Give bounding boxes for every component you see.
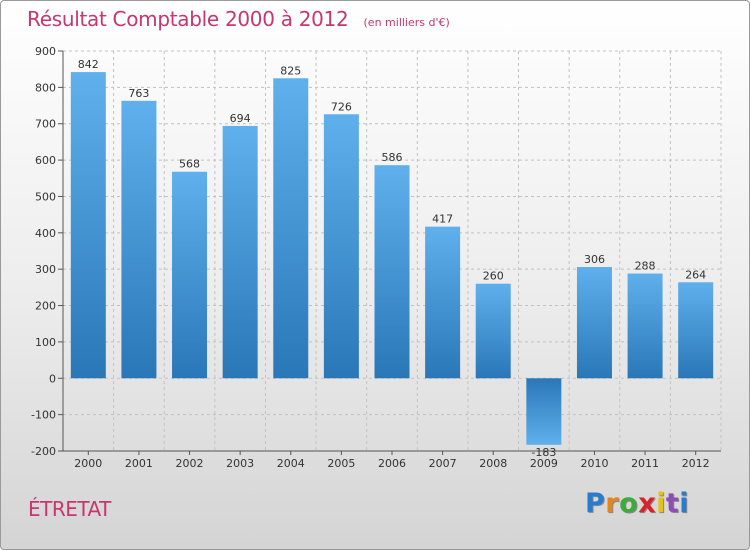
y-tick-label: -100: [31, 409, 56, 422]
data-label-2002: 568: [179, 158, 200, 171]
y-tick-label: 0: [49, 372, 56, 385]
data-label-2012: 264: [685, 268, 706, 281]
chart-subtitle: (en milliers d'€): [363, 16, 450, 29]
x-tick-label: 2006: [378, 457, 406, 470]
data-label-2001: 763: [128, 87, 149, 100]
bar-2006: [374, 165, 410, 379]
logo-letter: i: [679, 488, 690, 519]
y-tick-label: 800: [35, 81, 56, 94]
data-label-2003: 694: [230, 112, 251, 125]
bar-2010: [576, 267, 612, 379]
data-label-2000: 842: [78, 58, 99, 71]
bar-layer: [70, 72, 714, 445]
logo-letter: o: [619, 488, 639, 519]
data-label-2004: 825: [280, 64, 301, 77]
x-tick-label: 2001: [125, 457, 153, 470]
x-tick-label: 2002: [176, 457, 204, 470]
data-label-2006: 586: [382, 151, 403, 164]
y-tick-label: 300: [35, 263, 56, 276]
data-label-2010: 306: [584, 253, 605, 266]
logo-letter: t: [665, 488, 680, 519]
logo-letter: x: [638, 488, 657, 519]
chart-title: Résultat Comptable 2000 à 2012: [27, 7, 349, 31]
bar-2004: [273, 78, 309, 379]
logo-letter: i: [656, 488, 666, 519]
bar-2007: [425, 226, 461, 379]
label-layer: 842 763 568 694 825 726 586 417 260 -183 306 288 264: [78, 58, 706, 459]
bar-2005: [323, 114, 359, 379]
bar-2009: [526, 378, 562, 445]
data-label-2007: 417: [432, 213, 453, 226]
x-tick-label: 2011: [631, 457, 659, 470]
data-label-2009: -183: [531, 446, 556, 459]
x-tick-label: 2000: [74, 457, 102, 470]
x-tick-label: 2003: [226, 457, 254, 470]
y-tick-label: 100: [35, 336, 56, 349]
data-label-2008: 260: [483, 270, 504, 283]
x-tick-label: 2010: [580, 457, 608, 470]
bar-2012: [678, 282, 714, 379]
title-row: Résultat Comptable 2000 à 2012 (en milli…: [27, 7, 450, 31]
x-tick-label: 2007: [429, 457, 457, 470]
x-tick-label: 2012: [682, 457, 710, 470]
bar-2008: [475, 283, 511, 379]
bar-2001: [121, 100, 157, 379]
proxiti-logo: Proxiti: [585, 488, 689, 519]
bar-2011: [627, 273, 663, 379]
data-label-2011: 288: [635, 260, 656, 273]
y-tick-label: 400: [35, 227, 56, 240]
y-tick-label: 600: [35, 154, 56, 167]
y-tick-label: 200: [35, 300, 56, 313]
bar-2002: [172, 171, 208, 379]
y-tick-label: 500: [35, 190, 56, 203]
bar-2000: [70, 72, 106, 379]
data-label-2005: 726: [331, 100, 352, 113]
town-name: ÉTRETAT: [28, 497, 111, 521]
y-tick-label: 900: [35, 45, 56, 58]
bar-2003: [222, 125, 258, 379]
x-tick-label: 2008: [479, 457, 507, 470]
y-tick-label: -200: [31, 445, 56, 458]
x-tick-label: 2004: [277, 457, 305, 470]
x-tick-label: 2009: [530, 457, 558, 470]
y-tick-label: 700: [35, 118, 56, 131]
axis-layer: -200 -100 0 100 200 300 400 500 600 700 800 900 2000…: [31, 45, 721, 470]
logo-letter: P: [585, 488, 606, 519]
x-tick-label: 2005: [327, 457, 355, 470]
logo-letter: r: [605, 488, 620, 519]
